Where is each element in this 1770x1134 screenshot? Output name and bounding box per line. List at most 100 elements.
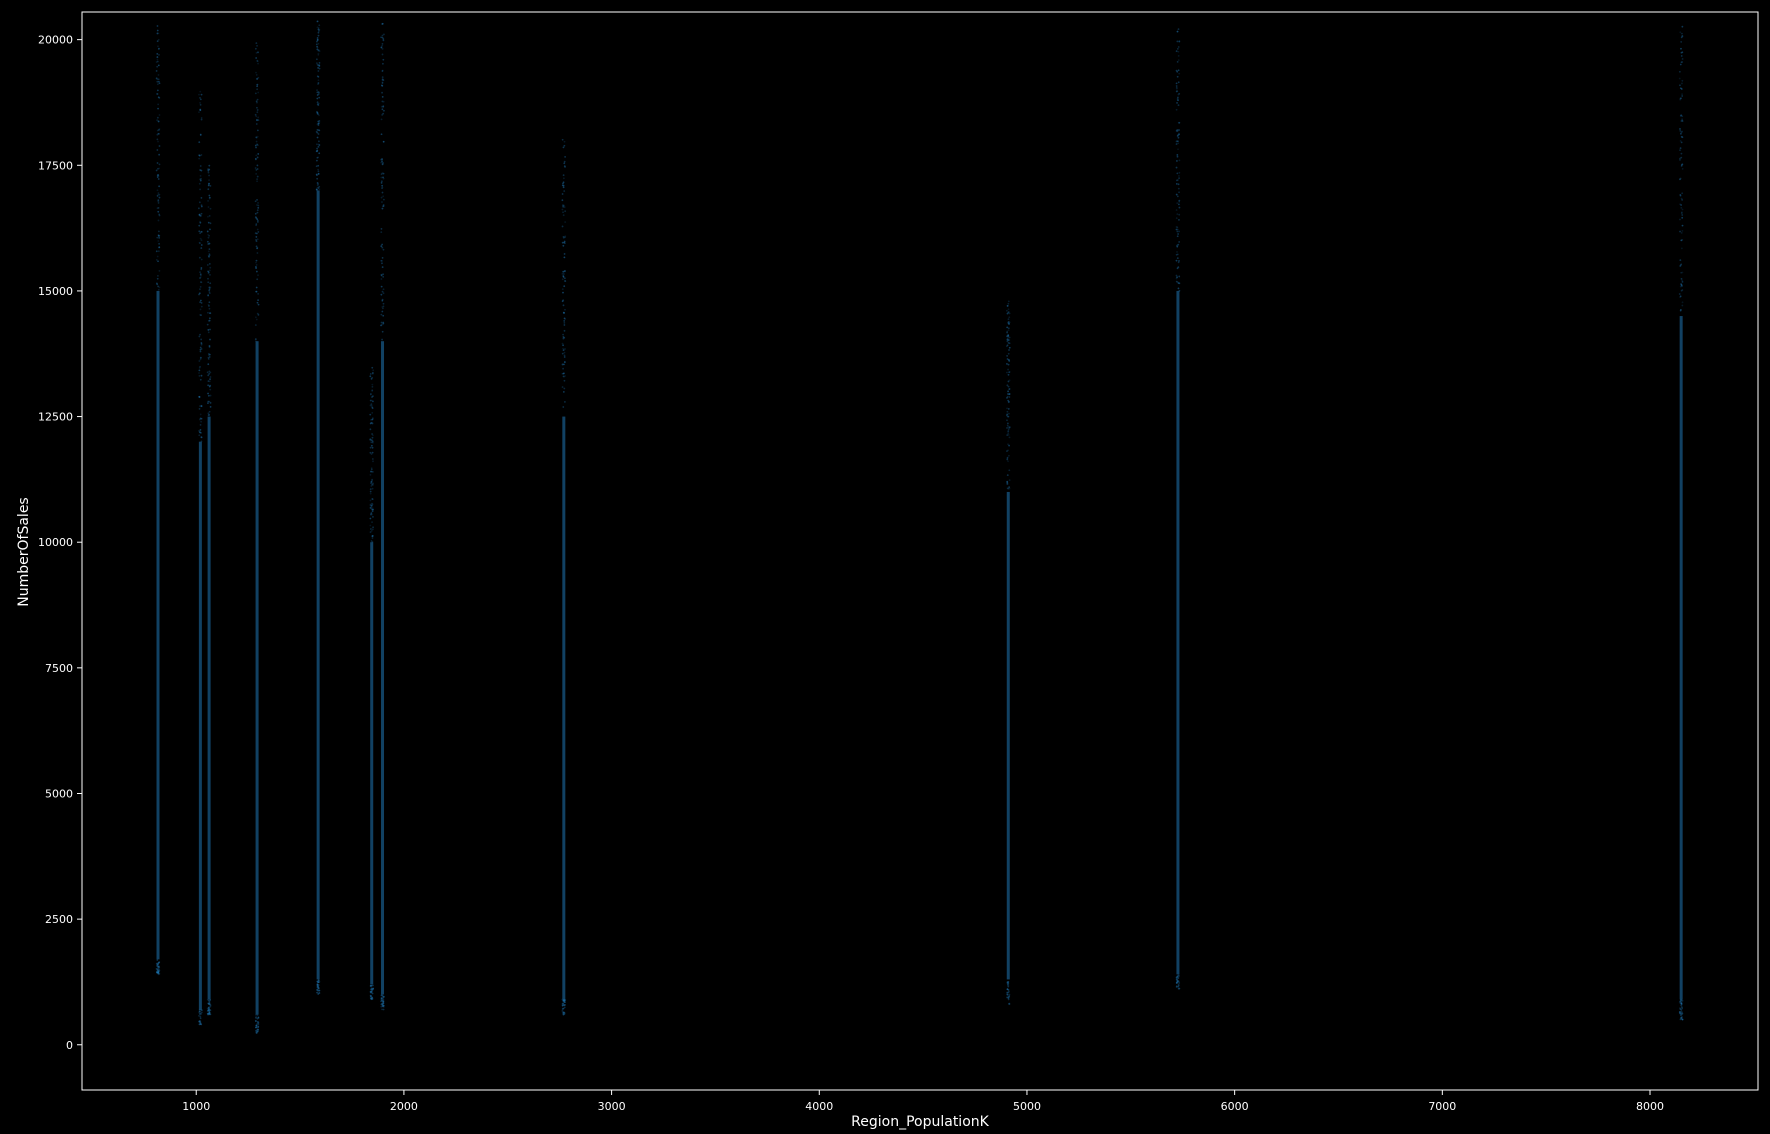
data-point: [371, 417, 374, 420]
data-point: [199, 214, 202, 217]
data-point: [318, 984, 321, 987]
data-point: [1177, 93, 1180, 96]
data-point: [157, 48, 160, 51]
data-point: [206, 323, 209, 326]
data-point: [1681, 61, 1684, 63]
data-point: [371, 483, 374, 486]
data-point: [380, 1005, 383, 1008]
data-point: [1006, 396, 1008, 399]
data-point: [1007, 991, 1010, 994]
data-point: [381, 23, 384, 25]
data-point: [561, 300, 564, 303]
point-cluster: [316, 190, 320, 980]
data-point: [199, 175, 202, 177]
data-point: [156, 274, 159, 277]
data-point: [255, 1024, 258, 1027]
data-point: [257, 1026, 259, 1029]
data-point: [1006, 482, 1008, 485]
data-point: [199, 96, 201, 99]
data-point: [157, 200, 160, 203]
data-point: [156, 964, 159, 966]
data-point: [1680, 1017, 1683, 1019]
data-point: [1176, 974, 1179, 977]
data-point: [1681, 1018, 1684, 1021]
data-point: [156, 93, 159, 95]
data-point: [1176, 975, 1179, 978]
data-point: [156, 58, 159, 61]
scatter-column: [197, 90, 203, 1026]
data-point: [158, 961, 160, 964]
data-point: [255, 1015, 258, 1018]
data-point: [208, 312, 211, 315]
data-point: [208, 1011, 211, 1014]
data-point: [1679, 1012, 1682, 1015]
data-point: [256, 1032, 258, 1034]
data-point: [200, 267, 203, 269]
data-point: [370, 482, 372, 485]
data-point: [158, 114, 161, 116]
data-point: [206, 230, 209, 233]
data-point: [157, 120, 160, 123]
data-point: [1176, 30, 1179, 33]
data-point: [1178, 975, 1180, 977]
data-point: [155, 93, 158, 95]
data-point: [255, 172, 258, 175]
data-point: [199, 288, 201, 291]
data-point: [207, 400, 210, 403]
data-point: [158, 167, 161, 170]
data-point: [1681, 118, 1684, 121]
data-point: [200, 196, 203, 199]
data-point: [564, 318, 567, 321]
data-point: [198, 396, 201, 398]
data-point: [562, 214, 565, 217]
data-point: [380, 1000, 382, 1003]
data-point: [317, 979, 320, 982]
data-point: [563, 329, 566, 332]
data-point: [371, 508, 374, 511]
data-point: [1008, 393, 1011, 395]
data-point: [1680, 284, 1683, 287]
data-point: [206, 1010, 209, 1012]
data-point: [158, 82, 161, 85]
data-point: [156, 60, 159, 63]
data-point: [317, 989, 320, 992]
data-point: [1008, 322, 1010, 325]
data-point: [208, 194, 211, 197]
data-point: [1008, 469, 1011, 472]
data-point: [1176, 202, 1179, 205]
data-point: [155, 962, 158, 965]
data-point: [1679, 1001, 1682, 1004]
data-point: [1178, 259, 1180, 262]
data-point: [156, 207, 159, 210]
data-point: [1175, 69, 1178, 72]
data-point: [1176, 226, 1179, 229]
data-point: [1175, 193, 1178, 196]
y-tick-label: 17500: [38, 159, 73, 172]
data-point: [1681, 95, 1684, 97]
data-point: [1175, 253, 1178, 256]
data-point: [1679, 159, 1681, 161]
data-point: [1006, 991, 1009, 994]
data-point: [1177, 81, 1180, 84]
data-point: [1177, 46, 1180, 48]
data-point: [1176, 30, 1179, 33]
data-point: [316, 989, 319, 992]
data-point: [1008, 427, 1011, 429]
data-point: [157, 973, 160, 976]
data-point: [208, 174, 210, 177]
data-point: [207, 171, 210, 174]
data-point: [381, 36, 384, 39]
data-point: [199, 358, 202, 361]
data-point: [257, 292, 260, 295]
data-point: [1679, 129, 1682, 132]
scatter-column: [315, 20, 321, 995]
data-point: [1006, 981, 1009, 984]
data-point: [382, 79, 385, 82]
data-point: [1681, 168, 1684, 170]
data-point: [369, 373, 372, 375]
data-point: [381, 100, 384, 103]
data-point: [317, 979, 320, 982]
data-point: [208, 1012, 211, 1015]
data-point: [200, 93, 203, 96]
data-point: [209, 328, 211, 331]
